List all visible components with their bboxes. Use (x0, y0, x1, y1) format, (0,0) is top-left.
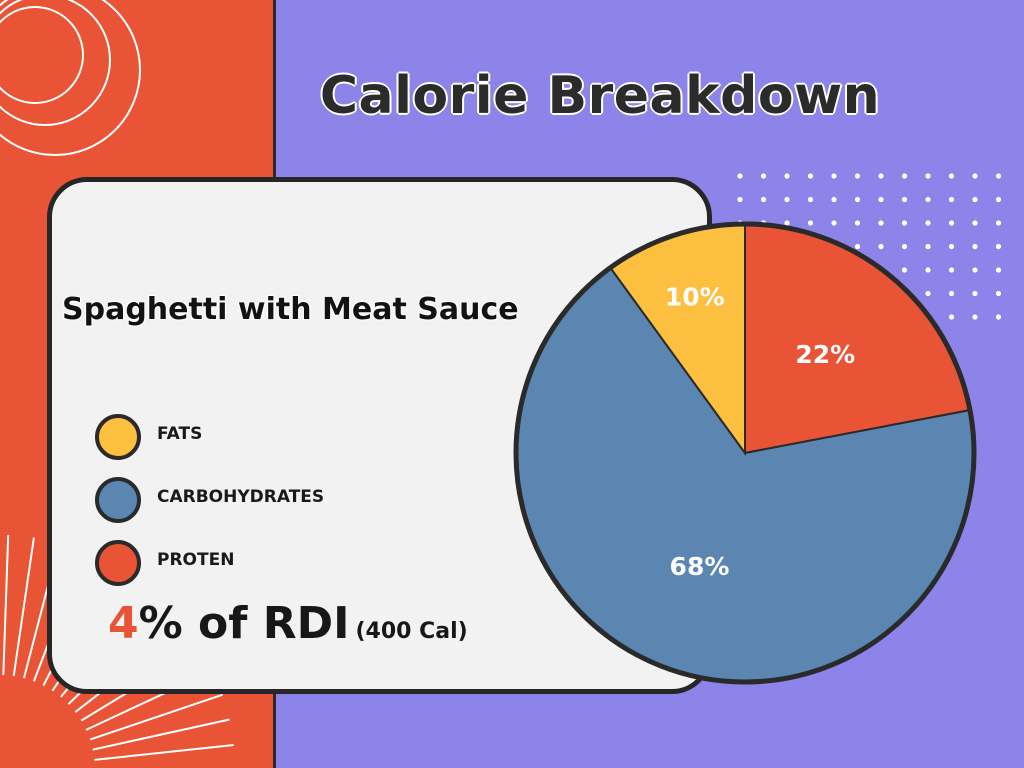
decor-dot (831, 196, 837, 203)
decor-dot (901, 267, 908, 273)
decor-dot (995, 243, 1002, 250)
decor-dot (854, 243, 861, 250)
decor-dot (807, 196, 814, 203)
decor-dot (854, 173, 861, 179)
pie-outline (513, 221, 977, 685)
sunburst-ray (92, 718, 230, 751)
sunburst-ray (94, 744, 234, 761)
decor-dot (925, 196, 931, 203)
protein-swatch-icon (95, 540, 141, 586)
decor-dot (925, 267, 931, 273)
decor-dot (784, 220, 790, 226)
rdi-calories: (400 Cal) (355, 619, 468, 644)
legend-label-fats: FATS (157, 424, 203, 444)
decor-dot (831, 173, 837, 179)
decor-dot (901, 243, 908, 250)
decor-dot (972, 267, 978, 273)
decor-dot (925, 290, 931, 297)
decor-dot (831, 220, 837, 226)
decor-dot (737, 196, 743, 203)
decor-dot (995, 173, 1002, 179)
decor-dot (948, 220, 955, 226)
decor-dot (737, 173, 743, 179)
pie-label-fats: 10% (665, 282, 725, 311)
decor-dot (760, 173, 767, 179)
decor-dot (807, 220, 814, 226)
decor-dot (878, 220, 884, 226)
decor-dot (760, 196, 767, 203)
page-title: Calorie Breakdown (319, 66, 881, 126)
decor-dot (901, 173, 908, 179)
decor-dot (948, 173, 955, 179)
pie-label-carbohydrates: 68% (670, 552, 730, 581)
decor-dot (995, 220, 1002, 226)
pie-label-protein: 22% (795, 340, 855, 369)
decor-dot (995, 290, 1002, 297)
decor-dot (925, 243, 931, 250)
decor-dot (901, 220, 908, 226)
decor-dot (878, 173, 884, 179)
decor-dot (972, 196, 978, 203)
sunburst-ray (89, 693, 223, 741)
decor-dot (995, 267, 1002, 273)
sunburst-ray (12, 537, 35, 677)
fats-swatch-icon (95, 414, 141, 460)
decor-dot (972, 173, 978, 179)
decor-dot (901, 196, 908, 203)
legend-label-protein: PROTEN (157, 550, 235, 570)
decor-dot (995, 314, 1002, 320)
decor-dot (972, 220, 978, 226)
decor-dot (925, 220, 931, 226)
decor-dot (878, 243, 884, 250)
rdi-label: % of RDI (138, 598, 350, 649)
decor-dot (854, 196, 861, 203)
decor-dot (948, 314, 955, 320)
decor-dot (854, 220, 861, 226)
carbohydrates-swatch-icon (95, 477, 141, 523)
rdi-summary: 4% of RDI (400 Cal) (108, 598, 468, 649)
decor-dot (784, 173, 790, 179)
decor-dot (972, 290, 978, 297)
decor-dot (807, 173, 814, 179)
sunburst-ray (2, 535, 10, 676)
rdi-percent-number: 4 (108, 598, 139, 649)
decor-dot (925, 173, 931, 179)
decor-dot (948, 290, 955, 297)
concentric-circles-decoration (0, 0, 141, 156)
decor-dot (948, 243, 955, 250)
decor-dot (972, 243, 978, 250)
decor-dot (878, 196, 884, 203)
decor-dot (995, 196, 1002, 203)
decor-dot (948, 196, 955, 203)
decor-dot (972, 314, 978, 320)
dish-name: Spaghetti with Meat Sauce (62, 292, 519, 327)
legend-label-carbohydrates: CARBOHYDRATES (157, 487, 325, 507)
decor-dot (948, 267, 955, 273)
decor-dot (784, 196, 790, 203)
